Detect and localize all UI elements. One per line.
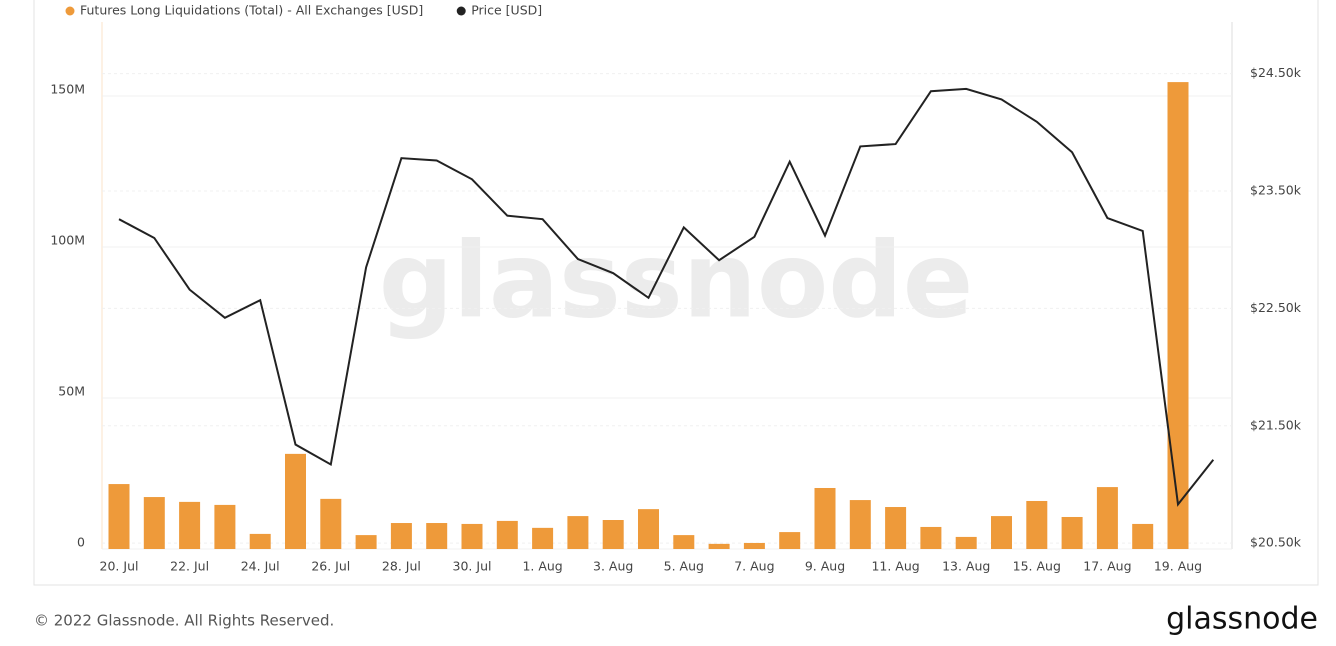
bar xyxy=(143,497,165,549)
x-tick-label: 19. Aug xyxy=(1154,559,1202,574)
bar xyxy=(390,523,412,549)
x-tick-label: 3. Aug xyxy=(593,559,633,574)
bar xyxy=(285,453,306,549)
y-tick-label: 100M xyxy=(50,232,85,247)
x-tick-label: 15. Aug xyxy=(1013,559,1061,574)
bar xyxy=(108,484,130,549)
x-tick-label: 30. Jul xyxy=(453,559,492,574)
legend-marker xyxy=(456,6,466,16)
x-tick-label: 11. Aug xyxy=(871,559,919,574)
x-tick-label: 20. Jul xyxy=(100,559,139,574)
x-tick-label: 7. Aug xyxy=(734,559,774,574)
bar xyxy=(1167,82,1189,549)
bar xyxy=(920,526,942,549)
bar xyxy=(991,516,1012,549)
bar xyxy=(849,500,871,549)
bar xyxy=(567,516,589,549)
bar xyxy=(1132,523,1154,549)
bar xyxy=(461,523,483,549)
bar xyxy=(955,536,977,549)
logo: glassnode xyxy=(1166,602,1318,637)
bar xyxy=(214,504,236,549)
bar xyxy=(1026,500,1048,549)
y2-tick-label: $24.50k xyxy=(1250,65,1302,80)
bar xyxy=(532,527,554,549)
watermark: glassnode xyxy=(379,219,974,341)
bar xyxy=(638,509,659,549)
y-tick-label: 0 xyxy=(77,535,85,550)
bar xyxy=(1061,516,1083,549)
chart-frame xyxy=(33,0,1319,586)
x-tick-label: 26. Jul xyxy=(311,559,350,574)
bar xyxy=(249,533,271,549)
bar xyxy=(426,523,448,549)
bar xyxy=(355,535,377,549)
bar xyxy=(814,487,836,549)
y2-tick-label: $22.50k xyxy=(1250,300,1302,315)
legend-label: Price [USD] xyxy=(471,3,542,18)
bar xyxy=(708,543,730,549)
x-tick-label: 9. Aug xyxy=(805,559,845,574)
y2-tick-label: $23.50k xyxy=(1250,183,1302,198)
x-tick-label: 13. Aug xyxy=(942,559,990,574)
x-tick-label: 28. Jul xyxy=(382,559,421,574)
x-tick-label: 5. Aug xyxy=(664,559,704,574)
bar xyxy=(179,501,201,549)
y2-tick-label: $20.50k xyxy=(1250,535,1302,550)
bar xyxy=(779,532,801,549)
x-tick-label: 17. Aug xyxy=(1083,559,1131,574)
footer: © 2022 Glassnode. All Rights Reserved. xyxy=(34,612,334,630)
y-tick-label: 150M xyxy=(50,81,85,96)
x-tick-label: 22. Jul xyxy=(170,559,209,574)
y-tick-label: 50M xyxy=(58,383,85,398)
y2-tick-label: $21.50k xyxy=(1250,417,1302,432)
bar xyxy=(1096,487,1118,549)
legend-marker xyxy=(65,6,75,16)
bar xyxy=(496,520,518,549)
bar xyxy=(885,507,907,549)
bar xyxy=(673,535,695,549)
bar xyxy=(320,498,342,549)
bar xyxy=(743,542,765,549)
legend-label: Futures Long Liquidations (Total) - All … xyxy=(80,3,423,18)
x-tick-label: 24. Jul xyxy=(241,559,280,574)
x-tick-label: 1. Aug xyxy=(522,559,562,574)
bar xyxy=(602,520,624,549)
price-line xyxy=(118,87,1215,507)
